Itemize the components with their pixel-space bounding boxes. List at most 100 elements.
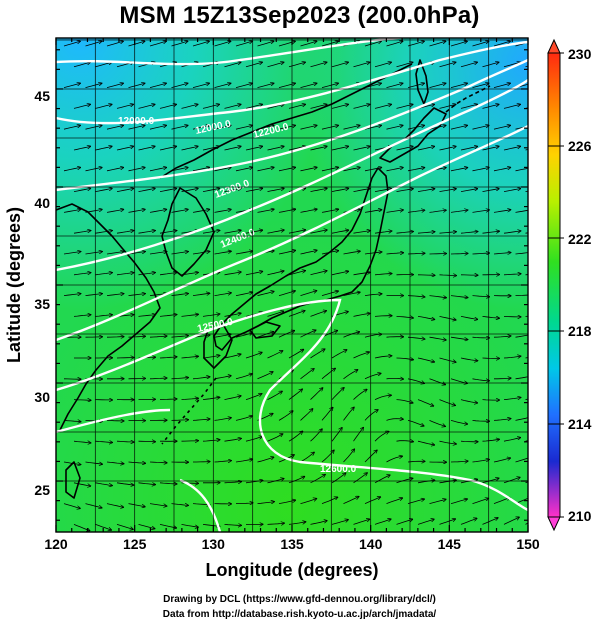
wind-arrow <box>235 83 252 88</box>
wind-arrow <box>278 411 293 421</box>
wind-arrow <box>450 295 468 298</box>
wind-arrow <box>63 503 80 509</box>
wind-arrow <box>224 438 242 442</box>
wind-arrow <box>353 519 370 525</box>
wind-arrow <box>267 271 285 276</box>
wind-arrow <box>472 378 490 381</box>
wind-arrow <box>235 251 253 255</box>
credit-drawing: Drawing by DCL (https://www.gfd-dennou.o… <box>163 594 436 605</box>
wind-arrow <box>224 524 242 525</box>
wind-arrow <box>482 316 500 318</box>
wind-arrow <box>73 400 91 401</box>
wind-arrow <box>300 125 318 130</box>
wind-arrow <box>257 125 275 130</box>
wind-arrow <box>192 293 210 296</box>
wind-arrow <box>407 337 425 339</box>
wind-arrow <box>128 125 146 130</box>
wind-arrow <box>364 373 381 380</box>
wind-arrow <box>128 462 146 463</box>
wind-arrow <box>407 168 425 172</box>
wind-arrow <box>192 167 210 172</box>
wind-arrow <box>439 62 456 68</box>
wind-arrow <box>386 337 404 338</box>
wind-arrow <box>202 230 220 234</box>
wind-arrow <box>202 397 220 400</box>
wind-arrow <box>343 167 361 172</box>
wind-arrow <box>321 167 339 172</box>
wind-arrow <box>149 336 167 337</box>
wind-arrow <box>310 521 328 525</box>
wind-arrow <box>278 209 296 213</box>
wind-arrow <box>417 357 435 362</box>
wind-arrow <box>245 352 262 359</box>
wind-arrow <box>257 502 275 504</box>
wind-arrow <box>128 209 146 213</box>
wind-arrow <box>482 439 500 441</box>
wind-arrow <box>321 125 339 130</box>
wind-arrow <box>386 456 403 463</box>
wind-arrow <box>374 189 392 192</box>
wind-arrow <box>267 434 283 442</box>
wind-arrow <box>353 352 370 359</box>
wind-arrow <box>73 104 91 109</box>
wind-arrow <box>503 438 521 442</box>
wind-arrow <box>116 146 134 151</box>
wind-arrow <box>386 125 404 130</box>
wind-arrow <box>288 431 303 442</box>
wind-arrow <box>353 146 371 151</box>
wind-arrow <box>482 104 500 109</box>
wind-arrow <box>386 498 403 504</box>
wind-arrow <box>353 389 368 400</box>
wind-arrow <box>202 314 220 317</box>
wind-arrow <box>364 167 382 172</box>
wind-arrow <box>515 457 528 463</box>
wind-arrow <box>267 311 284 317</box>
wind-arrow <box>450 420 468 424</box>
wind-arrow <box>310 188 328 192</box>
wind-arrow <box>450 125 468 130</box>
wind-arrow <box>257 209 275 213</box>
wind-arrow <box>417 275 435 276</box>
wind-arrow <box>343 125 361 130</box>
wind-arrow <box>149 503 167 507</box>
wind-arrow <box>460 62 477 68</box>
wind-arrow <box>288 349 304 359</box>
colorbar-top-arrow <box>547 38 561 54</box>
wind-arrow <box>493 336 511 337</box>
x-tick-label: 135 <box>280 536 304 552</box>
wind-arrow <box>85 252 103 255</box>
wind-arrow <box>138 483 156 485</box>
wind-arrow <box>343 497 359 504</box>
wind-arrow <box>224 230 242 234</box>
wind-arrow <box>257 457 274 463</box>
wind-arrow <box>364 410 378 421</box>
wind-arrow <box>300 83 317 88</box>
wind-arrow <box>224 62 241 68</box>
axis-ticks <box>55 38 529 532</box>
wind-arrow <box>353 313 371 317</box>
wind-arrow <box>106 252 124 255</box>
wind-arrow <box>353 427 364 442</box>
wind-arrow <box>214 334 232 338</box>
wind-arrow <box>245 62 262 68</box>
wind-arrow <box>482 478 499 484</box>
wind-arrow <box>417 146 435 151</box>
wind-arrow <box>331 146 349 151</box>
wind-arrow <box>63 125 81 130</box>
wind-arrow <box>257 41 274 47</box>
wind-arrow <box>85 83 102 88</box>
wind-arrow <box>245 230 263 234</box>
wind-arrow <box>450 336 468 339</box>
wind-arrow <box>267 104 285 109</box>
wind-arrow <box>429 336 447 340</box>
wind-arrow <box>353 104 371 109</box>
wind-arrow <box>181 314 199 317</box>
wind-arrow <box>106 41 123 47</box>
wind-arrow <box>417 316 435 319</box>
wind-arrow <box>63 420 81 421</box>
wind-arrow <box>192 209 210 213</box>
y-tick-label: 25 <box>34 482 50 498</box>
wind-arrow <box>386 378 404 379</box>
wind-arrow <box>181 398 199 399</box>
